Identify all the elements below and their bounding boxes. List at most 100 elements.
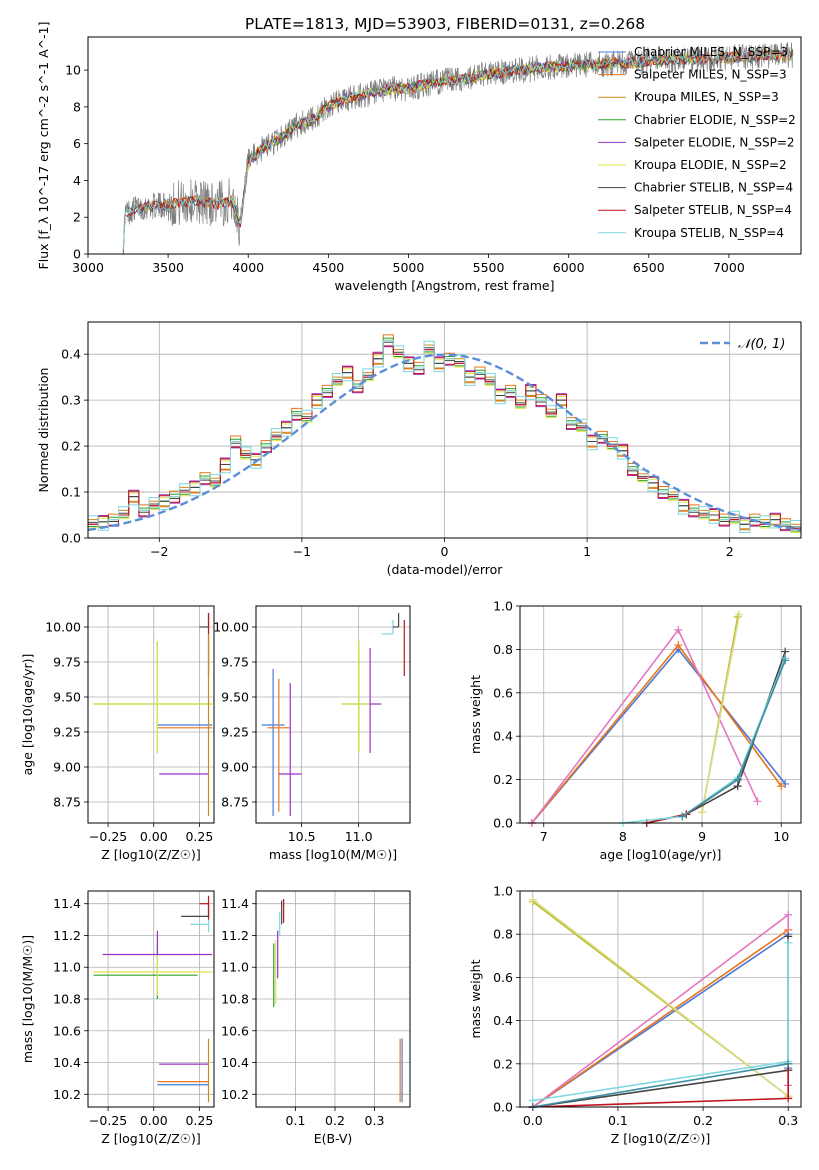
x-axis-label: E(B-V) [314,1131,353,1146]
age_vs_mass-panel: 10.5 11.0 8.75 9.00 9.25 9.50 9.75 10.00 mass [l… [213,605,411,862]
y-tick-label: 0 [73,247,81,262]
y-tick-label: 10.00 [213,620,249,635]
y-tick-label: 9.00 [221,760,249,775]
x-tick-label: 10.5 [288,829,316,844]
y-tick-label: 10.2 [221,1087,249,1102]
y-tick-label: 0.4 [493,729,513,744]
x-axis-label: mass [log10(M/M☉)] [269,847,397,862]
x-axis-label: (data-model)/error [387,562,504,577]
weight-series [531,643,782,823]
legend-entry: Kroupa MILES, N_SSP=3 [634,90,779,104]
y-tick-label: 0.2 [493,1056,513,1071]
weight-marker [698,808,707,817]
y-tick-label: 9.75 [221,655,249,670]
weight-marker [777,782,786,791]
y-tick-label: 10.6 [221,1023,249,1038]
x-tick-label: 8 [619,829,627,844]
x-tick-label: 4000 [232,260,264,275]
weight-series [701,614,741,813]
y-tick-label: 0.4 [61,347,81,362]
weight-series [532,913,789,1107]
x-axis-label: age [log10(age/yr)] [600,847,722,862]
weight-marker [784,910,793,919]
y-tick-label: 0.0 [61,531,81,546]
y-tick-label: 11.0 [221,960,249,975]
x-tick-label: 0.0 [523,1113,543,1128]
legend-entry: Chabrier ELODIE, N_SSP=2 [634,113,796,127]
x-tick-label: 7000 [713,260,745,275]
legend-entry: Salpeter STELIB, N_SSP=4 [634,203,792,217]
x-tick-label: 0.2 [325,1113,345,1128]
x-axis-label: Z [log10(Z/Z☉)] [101,847,201,862]
y-tick-label: 10.4 [53,1055,81,1070]
legend-entry: Salpeter MILES, N_SSP=3 [634,68,787,82]
x-tick-label: 0.3 [365,1113,385,1128]
x-tick-label: 0.3 [778,1113,798,1128]
x-tick-label: 0.00 [140,829,168,844]
y-tick-label: 9.50 [53,690,81,705]
y-tick-label: 8 [73,99,81,114]
weight_vs_z-panel: 0.0 0.1 0.2 0.3 0.0 0.2 0.4 0.6 0.8 1.0 Z [log10(Z… [468,884,802,1146]
x-tick-label: 0.25 [185,829,213,844]
x-tick-label: 1 [583,544,591,559]
legend-entry: Kroupa ELODIE, N_SSP=2 [634,158,787,172]
y-tick-label: 10.2 [53,1087,81,1102]
x-tick-label: 0.2 [693,1113,713,1128]
weight-marker [753,797,762,806]
y-tick-label: 0.1 [61,485,81,500]
weight-marker [784,1059,793,1068]
y-tick-label: 10.8 [53,992,81,1007]
axes-frame [255,890,411,1108]
y-axis-label: Normed distribution [36,368,51,493]
x-tick-label: 10 [773,829,789,844]
y-tick-label: 6 [73,136,81,151]
y-axis-label: mass [log10(M/M☉)] [20,935,35,1063]
y-tick-label: 11.4 [221,896,249,911]
y-axis-label: mass weight [468,675,483,754]
x-tick-label: 0.1 [286,1113,306,1128]
y-axis-label: mass weight [468,959,483,1038]
y-tick-label: 0.8 [493,927,513,942]
x-tick-label: 0 [441,544,449,559]
weight-marker [528,895,537,904]
axes-frame [87,605,215,824]
y-tick-label: 9.50 [221,690,249,705]
y-tick-label: 0.4 [493,1013,513,1028]
y-tick-label: 10.4 [221,1055,249,1070]
y-tick-label: 11.2 [53,928,81,943]
x-tick-label: −2 [150,544,168,559]
weight-marker [784,1094,793,1103]
axes-frame [519,890,802,1108]
weight-series [681,660,786,818]
x-axis-label: Z [log10(Z/Z☉)] [611,1131,711,1146]
y-tick-label: 9.25 [221,725,249,740]
x-tick-label: 0.25 [185,1113,213,1128]
x-tick-label: −0.25 [89,829,127,844]
y-tick-label: 0.6 [493,685,513,700]
x-tick-label: 3000 [72,260,104,275]
y-tick-label: 9.25 [53,725,81,740]
x-tick-label: 2 [726,544,734,559]
x-tick-label: 6500 [633,260,665,275]
y-tick-label: 0.2 [61,439,81,454]
y-tick-label: 10.6 [53,1023,81,1038]
x-tick-label: −0.25 [89,1113,127,1128]
legend-entry: Chabrier MILES, N_SSP=3 [634,45,788,59]
legend-entry: Chabrier STELIB, N_SSP=4 [634,181,793,195]
figure-title: PLATE=1813, MJD=53903, FIBERID=0131, z=0… [245,15,645,33]
y-tick-label: 4 [73,173,81,188]
y-tick-label: 0.0 [493,1100,513,1115]
legend-entry: Salpeter ELODIE, N_SSP=2 [634,135,795,149]
x-axis-label: Z [log10(Z/Z☉)] [101,1131,201,1146]
x-tick-label: 6000 [553,260,585,275]
weight-marker [781,656,790,665]
y-tick-label: 0.3 [61,393,81,408]
weight-marker [735,610,744,619]
y-tick-label: 1.0 [493,884,513,899]
residuals-panel: −2 −1 0 1 2 0.0 0.1 0.2 0.3 0.4 𝒩(0, 1) (data-model… [36,321,802,577]
x-tick-label: −1 [293,544,311,559]
legend-entry: 𝒩(0, 1) [738,337,785,352]
model-spectrum [122,49,793,251]
spectrum-panel: 3000 3500 4000 4500 5000 5500 6000 6500 7000 0 2 4 6… [36,22,802,293]
